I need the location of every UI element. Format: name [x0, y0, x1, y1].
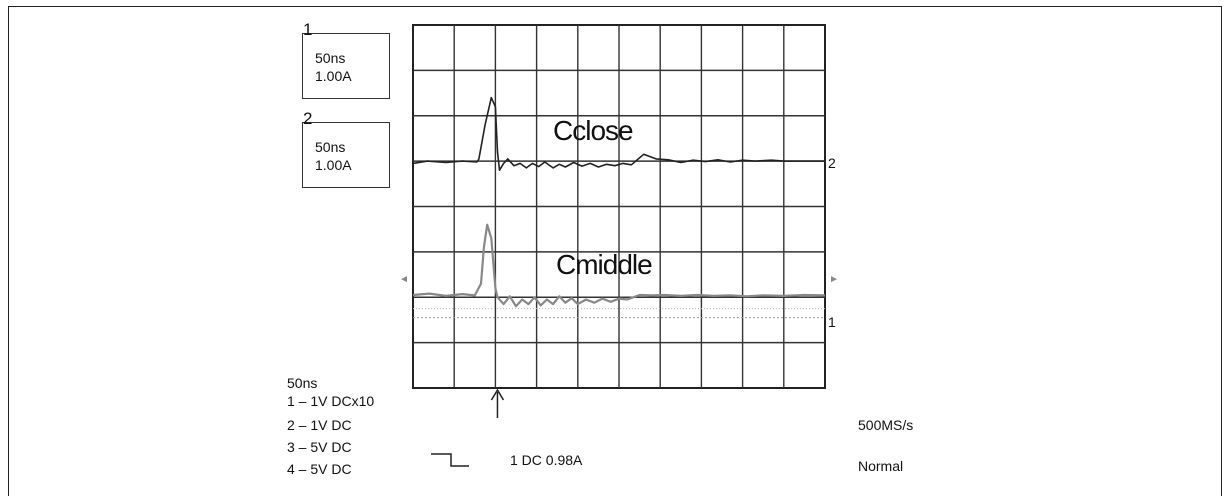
trace-cclose — [412, 96, 825, 171]
trigger-label: 1 DC 0.98A — [510, 452, 583, 468]
timebase-label: 50ns — [287, 375, 318, 391]
channel-box-2: 2 50ns 1.00A — [302, 109, 390, 188]
trace-label-cclose: Cclose — [553, 115, 634, 146]
channel-box-1: 1 50ns 1.00A — [302, 20, 390, 99]
channel-marker-2: 2 — [828, 155, 836, 171]
channel-box-number: 1 — [303, 20, 313, 39]
channel-setting-4: 4 – 5V DC — [287, 461, 352, 477]
acquisition-mode-label: Normal — [858, 458, 904, 474]
left-level-marker — [401, 276, 407, 283]
sample-rate-label: 500MS/s — [858, 417, 914, 433]
figure-frame — [8, 6, 1222, 496]
grid — [412, 24, 826, 389]
traces — [412, 96, 826, 308]
channel-box-time: 50ns — [315, 50, 346, 66]
channel-setting-1: 1 – 1V DCx10 — [287, 393, 375, 409]
channel-marker-1: 1 — [828, 314, 836, 330]
trigger-slope-icon — [431, 453, 469, 467]
trace-label-cmiddle: Cmiddle — [556, 249, 653, 280]
channel-box-number: 2 — [303, 109, 313, 128]
channel-setting-2: 2 – 1V DC — [287, 417, 352, 433]
channel-setting-3: 3 – 5V DC — [287, 439, 352, 455]
channel-box-scale: 1.00A — [315, 68, 352, 84]
channel-box-scale: 1.00A — [315, 157, 352, 173]
channel-box-time: 50ns — [315, 139, 346, 155]
right-level-marker — [831, 276, 837, 283]
trace-cmiddle — [412, 223, 826, 308]
trigger-arrow-head — [490, 388, 505, 401]
decorations — [401, 276, 837, 467]
